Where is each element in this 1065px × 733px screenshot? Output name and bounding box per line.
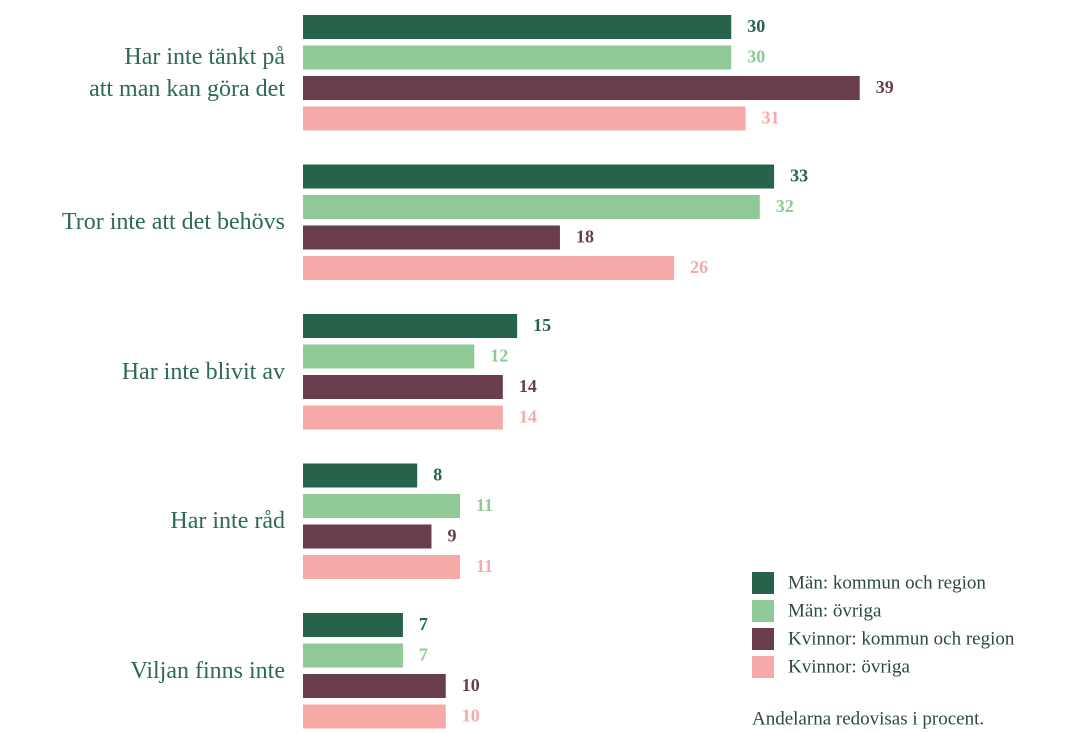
bar	[303, 524, 432, 549]
value-label: 7	[419, 645, 428, 665]
bar	[303, 15, 732, 39]
value-label: 11	[476, 495, 493, 515]
value-label: 8	[433, 465, 442, 485]
bar	[303, 225, 560, 250]
category-label: Viljan finns inte	[130, 657, 285, 684]
value-label: 12	[490, 346, 508, 366]
bar	[303, 45, 732, 70]
legend-label: Kvinnor: kommun och region	[788, 628, 1015, 649]
value-label: 33	[790, 166, 808, 186]
value-label: 9	[447, 526, 456, 546]
value-label: 10	[462, 706, 480, 726]
value-label: 10	[462, 675, 480, 695]
legend-swatch	[752, 600, 774, 622]
value-label: 14	[519, 376, 537, 396]
bar	[303, 344, 475, 369]
value-label: 26	[690, 257, 708, 277]
value-label: 7	[419, 614, 428, 634]
category-label: Har inte tänkt på att man kan göra det	[89, 43, 285, 102]
category-label: Tror inte att det behövs	[61, 209, 285, 236]
bar	[303, 555, 461, 579]
bar	[303, 76, 860, 100]
legend-label: Kvinnor: övriga	[788, 656, 910, 677]
bar	[303, 106, 746, 131]
bar	[303, 643, 403, 668]
bar	[303, 704, 446, 729]
value-label: 30	[747, 47, 765, 67]
value-label: 32	[776, 196, 794, 216]
note: Andelarna redovisas i procent.	[752, 708, 984, 729]
bar	[303, 195, 760, 219]
bar	[303, 375, 503, 399]
legend-swatch	[752, 572, 774, 594]
legend-label: Män: kommun och region	[788, 572, 986, 593]
value-label: 14	[519, 407, 537, 427]
value-label: 18	[576, 227, 594, 247]
bar	[303, 164, 775, 189]
value-label: 31	[762, 108, 780, 128]
value-label: 30	[747, 16, 765, 36]
bar	[303, 256, 675, 280]
legend-label: Män: övriga	[788, 600, 882, 621]
value-label: 15	[533, 315, 551, 335]
bar	[303, 405, 503, 430]
legend-swatch	[752, 656, 774, 678]
value-label: 11	[476, 556, 493, 576]
legend-swatch	[752, 628, 774, 650]
bar	[303, 463, 418, 488]
bar	[303, 494, 461, 518]
category-label: Har inte råd	[170, 508, 285, 535]
category-label: Har inte blivit av	[121, 358, 285, 385]
value-label: 39	[876, 77, 894, 97]
bar	[303, 674, 446, 698]
bar	[303, 613, 403, 637]
bar	[303, 314, 518, 338]
